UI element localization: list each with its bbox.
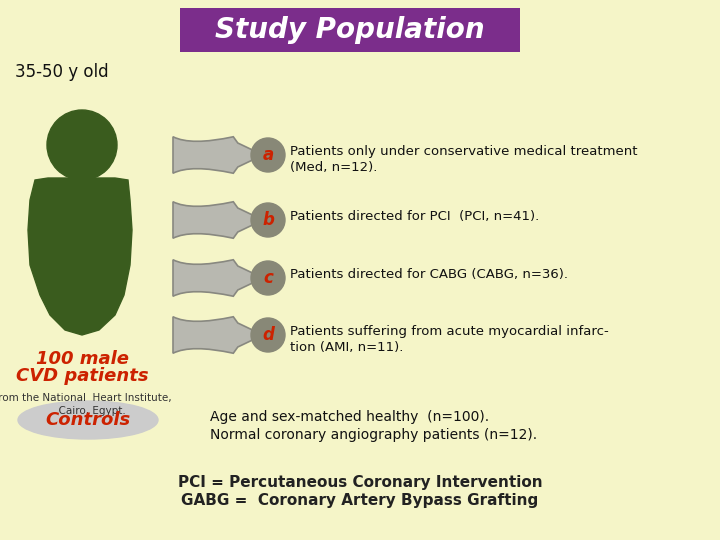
FancyBboxPatch shape xyxy=(180,8,520,52)
Circle shape xyxy=(251,318,285,352)
Polygon shape xyxy=(68,178,96,182)
Circle shape xyxy=(251,203,285,237)
Text: d: d xyxy=(262,326,274,344)
Circle shape xyxy=(251,261,285,295)
Ellipse shape xyxy=(18,401,158,439)
Text: 35-50 y old: 35-50 y old xyxy=(15,63,109,81)
PathPatch shape xyxy=(173,202,263,238)
Text: Patients directed for PCI  (PCI, n=41).: Patients directed for PCI (PCI, n=41). xyxy=(290,210,539,223)
Text: a: a xyxy=(262,146,274,164)
Text: GABG =  Coronary Artery Bypass Grafting: GABG = Coronary Artery Bypass Grafting xyxy=(181,493,539,508)
PathPatch shape xyxy=(173,260,263,296)
Text: Patients directed for CABG (CABG, n=36).: Patients directed for CABG (CABG, n=36). xyxy=(290,268,568,281)
Polygon shape xyxy=(28,178,132,335)
PathPatch shape xyxy=(173,137,263,173)
Text: PCI = Percutaneous Coronary Intervention: PCI = Percutaneous Coronary Intervention xyxy=(178,475,542,490)
PathPatch shape xyxy=(173,317,263,353)
Text: Controls: Controls xyxy=(45,411,130,429)
Text: Study Population: Study Population xyxy=(215,16,485,44)
Text: c: c xyxy=(263,269,273,287)
Text: CVD patients: CVD patients xyxy=(16,367,148,385)
Text: Patients suffering from acute myocardial infarc-
tion (AMI, n=11).: Patients suffering from acute myocardial… xyxy=(290,325,608,354)
Text: 100 male: 100 male xyxy=(35,350,128,368)
Text: From the National  Heart Institute,
      Cairo, Egypt.: From the National Heart Institute, Cairo… xyxy=(0,393,171,416)
Text: Patients only under conservative medical treatment
(Med, n=12).: Patients only under conservative medical… xyxy=(290,145,637,174)
Text: Age and sex-matched healthy  (n=100).: Age and sex-matched healthy (n=100). xyxy=(210,410,489,424)
Text: b: b xyxy=(262,211,274,229)
Text: Normal coronary angiography patients (n=12).: Normal coronary angiography patients (n=… xyxy=(210,428,537,442)
Circle shape xyxy=(47,110,117,180)
Circle shape xyxy=(251,138,285,172)
